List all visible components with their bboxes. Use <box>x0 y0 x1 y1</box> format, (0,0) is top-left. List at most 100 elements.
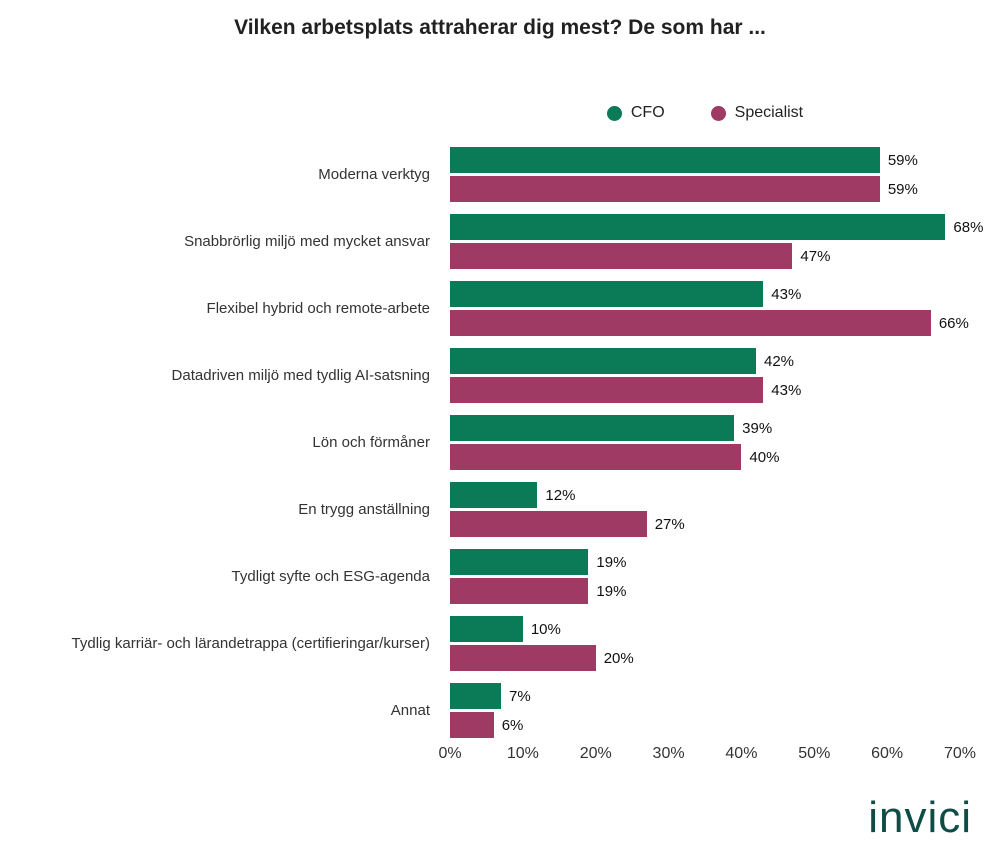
bar-value-label: 10% <box>530 620 561 638</box>
bar-row: 6% <box>450 712 960 738</box>
x-tick-label: 40% <box>725 745 758 762</box>
bar-value-label: 68% <box>953 218 984 236</box>
legend-label-cfo: CFO <box>630 104 665 121</box>
bar-specialist <box>450 645 596 671</box>
bar-value-label: 7% <box>509 687 531 705</box>
category-label: En trygg anställning <box>298 500 430 518</box>
bar-cfo <box>450 415 735 441</box>
chart-group: Moderna verktyg 59% 59% <box>0 147 1000 202</box>
bar-row: 19% <box>450 549 960 575</box>
bar-row: 39% <box>450 415 960 441</box>
bar-value-label: 59% <box>887 151 918 169</box>
bar-value-label: 43% <box>771 285 802 303</box>
bar-pair: 7% 6% <box>450 683 960 738</box>
bar-pair: 43% 66% <box>450 281 969 336</box>
bar-row: 43% <box>450 281 960 307</box>
x-axis: 0% 10% 20% 30% 40% 50% 60% 70% <box>438 745 976 767</box>
bar-value-label: 27% <box>654 515 685 533</box>
bar-pair: 10% 20% <box>450 616 960 671</box>
x-tick-label: 0% <box>438 745 462 762</box>
bar-specialist <box>450 310 931 336</box>
chart-group: Flexibel hybrid och remote-arbete 43% 66% <box>0 281 1000 336</box>
chart-group: Annat 7% 6% <box>0 683 1000 738</box>
chart-title: Vilken arbetsplats attraherar dig mest? … <box>234 16 766 39</box>
bar-specialist <box>450 377 764 403</box>
legend-item-cfo: CFO <box>606 104 665 122</box>
bar-value-label: 59% <box>887 180 918 198</box>
bar-chart: Moderna verktyg 59% 59% Snabbrörlig miljö m… <box>0 147 1000 750</box>
bar-row: 27% <box>450 511 960 537</box>
bar-specialist <box>450 444 742 470</box>
bar-row: 59% <box>450 147 960 173</box>
bar-value-label: 19% <box>596 582 627 600</box>
bar-cfo <box>450 683 501 709</box>
invici-logo: invici <box>868 793 972 842</box>
x-tick-label: 50% <box>798 745 831 762</box>
bar-row: 59% <box>450 176 960 202</box>
x-tick-label: 60% <box>871 745 904 762</box>
category-label: Moderna verktyg <box>318 165 430 183</box>
chart-group: En trygg anställning 12% 27% <box>0 482 1000 537</box>
bar-specialist <box>450 511 647 537</box>
bar-value-label: 39% <box>742 419 773 437</box>
x-tick-label: 10% <box>506 745 539 762</box>
bar-row: 12% <box>450 482 960 508</box>
category-label: Datadriven miljö med tydlig AI-satsning <box>171 366 430 384</box>
category-label: Snabbrörlig miljö med mycket ansvar <box>184 232 430 250</box>
category-label: Flexibel hybrid och remote-arbete <box>206 299 430 317</box>
bar-value-label: 19% <box>596 553 627 571</box>
bar-row: 43% <box>450 377 960 403</box>
bar-row: 19% <box>450 578 960 604</box>
bar-pair: 39% 40% <box>450 415 960 470</box>
bar-row: 47% <box>450 243 960 269</box>
legend-label-specialist: Specialist <box>734 104 804 121</box>
legend-dot-cfo <box>606 105 622 121</box>
bar-row: 66% <box>450 310 969 336</box>
bar-specialist <box>450 176 880 202</box>
bar-cfo <box>450 147 880 173</box>
chart-group: Snabbrörlig miljö med mycket ansvar 68% 47… <box>0 214 1000 269</box>
bar-pair: 59% 59% <box>450 147 960 202</box>
chart-group: Lön och förmåner 39% 40% <box>0 415 1000 470</box>
bar-value-label: 6% <box>501 716 524 734</box>
bar-row: 10% <box>450 616 960 642</box>
bar-specialist <box>450 243 793 269</box>
bar-value-label: 20% <box>603 649 634 667</box>
x-tick-label: 30% <box>652 745 685 762</box>
x-tick-label: 70% <box>943 745 977 762</box>
bar-value-label: 47% <box>800 247 831 265</box>
bar-row: 40% <box>450 444 960 470</box>
bar-cfo <box>450 214 946 240</box>
bar-cfo <box>450 348 756 374</box>
bar-cfo <box>450 549 589 575</box>
bar-pair: 12% 27% <box>450 482 960 537</box>
bar-cfo <box>450 616 523 642</box>
bar-row: 7% <box>450 683 960 709</box>
bar-value-label: 43% <box>771 381 802 399</box>
bar-specialist <box>450 712 494 738</box>
chart-group: Tydligt syfte och ESG-agenda 19% 19% <box>0 549 1000 604</box>
legend-item-specialist: Specialist <box>710 104 804 122</box>
legend: CFO Specialist <box>450 104 960 122</box>
legend-dot-specialist <box>710 105 726 121</box>
category-label: Tydligt syfte och ESG-agenda <box>231 567 430 585</box>
bar-specialist <box>450 578 589 604</box>
category-label: Annat <box>390 701 430 719</box>
category-label: Lön och förmåner <box>312 433 430 451</box>
bar-row: 42% <box>450 348 960 374</box>
bar-cfo <box>450 482 538 508</box>
bar-pair: 19% 19% <box>450 549 960 604</box>
bar-cfo <box>450 281 764 307</box>
chart-group: Tydlig karriär- och lärandetrappa (certi… <box>0 616 1000 671</box>
bar-value-label: 12% <box>545 486 576 504</box>
bar-pair: 42% 43% <box>450 348 960 403</box>
bar-value-label: 42% <box>764 352 795 370</box>
bar-row: 20% <box>450 645 960 671</box>
chart-group: Datadriven miljö med tydlig AI-satsning 4… <box>0 348 1000 403</box>
x-tick-label: 20% <box>579 745 612 762</box>
bar-pair: 68% 47% <box>450 214 983 269</box>
bar-row: 68% <box>450 214 983 240</box>
bar-value-label: 66% <box>938 314 969 332</box>
bar-value-label: 40% <box>749 448 780 466</box>
category-label: Tydlig karriär- och lärandetrappa (certi… <box>71 634 430 652</box>
